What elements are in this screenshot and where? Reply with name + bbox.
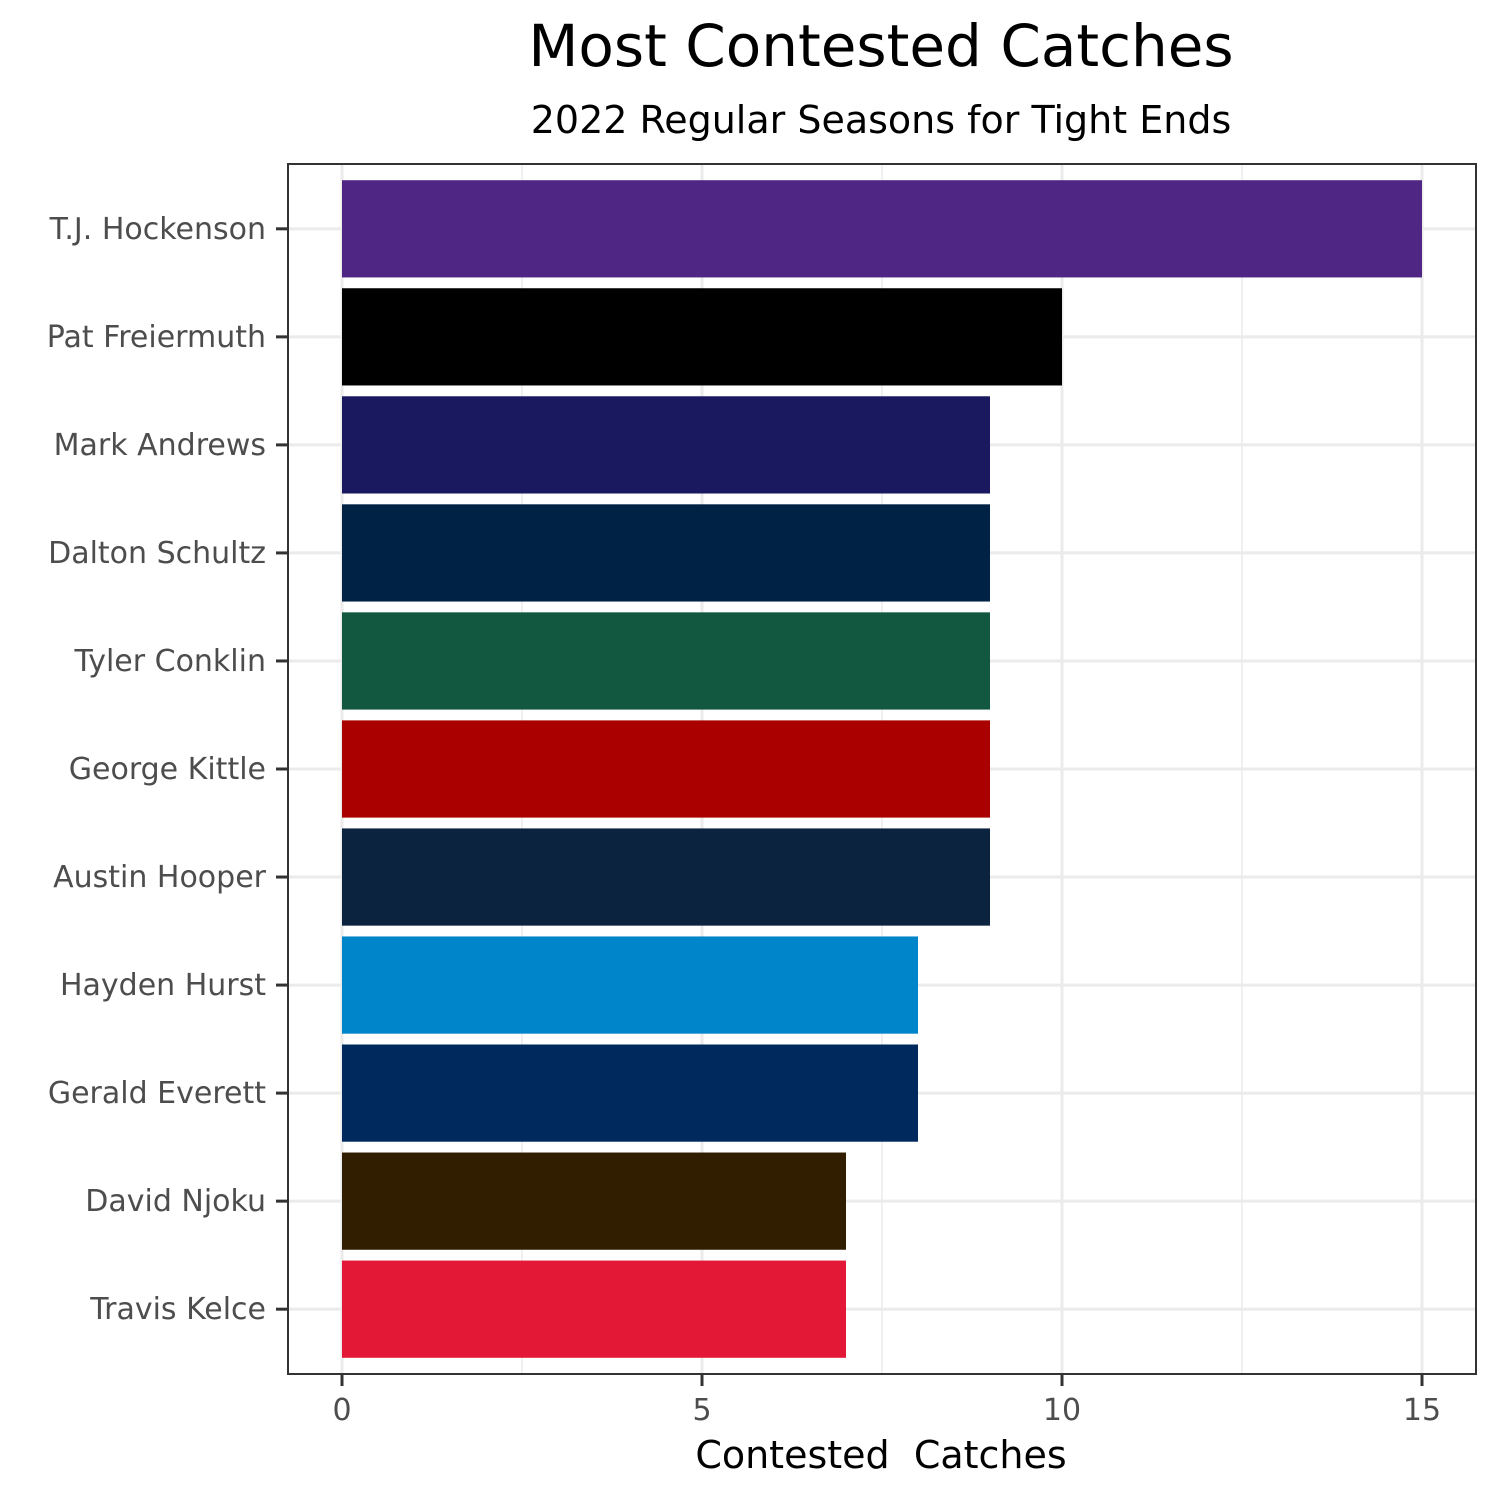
x-axis-title: Contested Catches <box>695 1433 1066 1477</box>
chart-subtitle: 2022 Regular Seasons for Tight Ends <box>531 98 1232 142</box>
bar-mark-andrews <box>342 396 990 494</box>
bar-pat-freiermuth <box>342 288 1062 386</box>
bar-travis-kelce <box>342 1260 846 1358</box>
x-tick-label: 10 <box>1043 1393 1081 1428</box>
bar-gerald-everett <box>342 1044 918 1142</box>
y-tick-label: Mark Andrews <box>54 428 266 463</box>
bar-hayden-hurst <box>342 936 918 1034</box>
y-tick-label: George Kittle <box>69 752 266 787</box>
y-tick-label: Hayden Hurst <box>60 968 266 1003</box>
x-tick-label: 0 <box>332 1393 351 1428</box>
y-tick-label: Tyler Conklin <box>74 644 266 679</box>
y-tick-label: Pat Freiermuth <box>47 320 266 355</box>
y-tick-label: David Njoku <box>85 1184 266 1219</box>
y-tick-label: Dalton Schultz <box>48 536 266 571</box>
y-tick-label: Austin Hooper <box>53 860 267 895</box>
bar-dalton-schultz <box>342 504 990 602</box>
bar-george-kittle <box>342 720 990 818</box>
y-tick-label: Gerald Everett <box>48 1076 266 1111</box>
bar-david-njoku <box>342 1152 846 1250</box>
plot-area: T.J. Hockenson Pat Freiermuth Mark Andrews… <box>47 163 1477 1428</box>
bar-t-j-hockenson <box>342 180 1422 278</box>
y-tick-label: Travis Kelce <box>89 1292 266 1327</box>
y-tick-label: T.J. Hockenson <box>49 212 266 247</box>
x-tick-label: 5 <box>692 1393 711 1428</box>
bar-austin-hooper <box>342 828 990 926</box>
x-tick-label: 15 <box>1403 1393 1441 1428</box>
chart-title: Most Contested Catches <box>528 12 1233 80</box>
bar-tyler-conklin <box>342 612 990 710</box>
